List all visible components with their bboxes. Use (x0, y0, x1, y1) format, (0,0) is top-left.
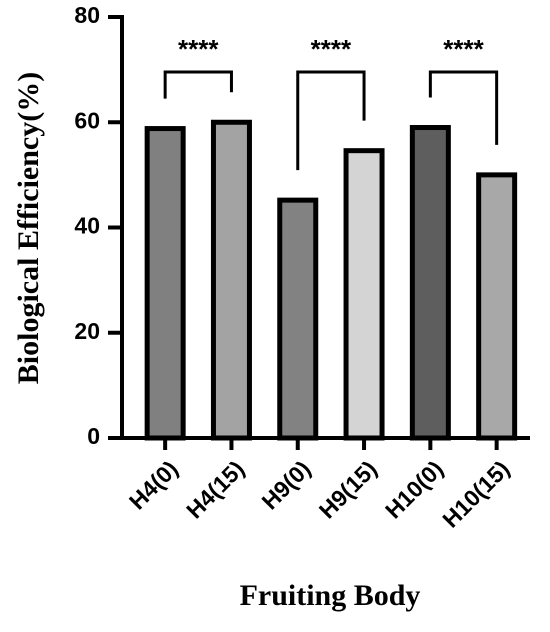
significance-label: **** (311, 34, 352, 64)
y-tick-label: 80 (74, 2, 100, 28)
bar (343, 148, 385, 441)
significance-label: **** (178, 34, 219, 64)
bar (210, 119, 252, 441)
y-axis-title: Biological Efficiency(%) (12, 72, 45, 384)
x-axis-title: Fruiting Body (240, 579, 421, 612)
significance-label: **** (443, 34, 484, 64)
x-tick-label: H4(0) (124, 455, 183, 514)
x-tick-label: H10(15) (437, 455, 514, 532)
significance-bracket (163, 70, 233, 99)
x-tick-label: H9(0) (257, 455, 316, 514)
bar (277, 197, 319, 441)
y-tick-label: 60 (74, 107, 100, 133)
bar (476, 172, 518, 441)
y-tick-label: 20 (74, 318, 100, 344)
significance-bracket (428, 70, 499, 145)
bar (409, 125, 451, 441)
y-tick-label: 40 (74, 213, 100, 239)
bar (144, 126, 186, 441)
y-tick-label: 0 (87, 423, 100, 449)
significance-bracket (296, 70, 366, 171)
x-tick-label: H9(15) (314, 455, 382, 523)
x-tick-label: H4(15) (181, 455, 249, 523)
